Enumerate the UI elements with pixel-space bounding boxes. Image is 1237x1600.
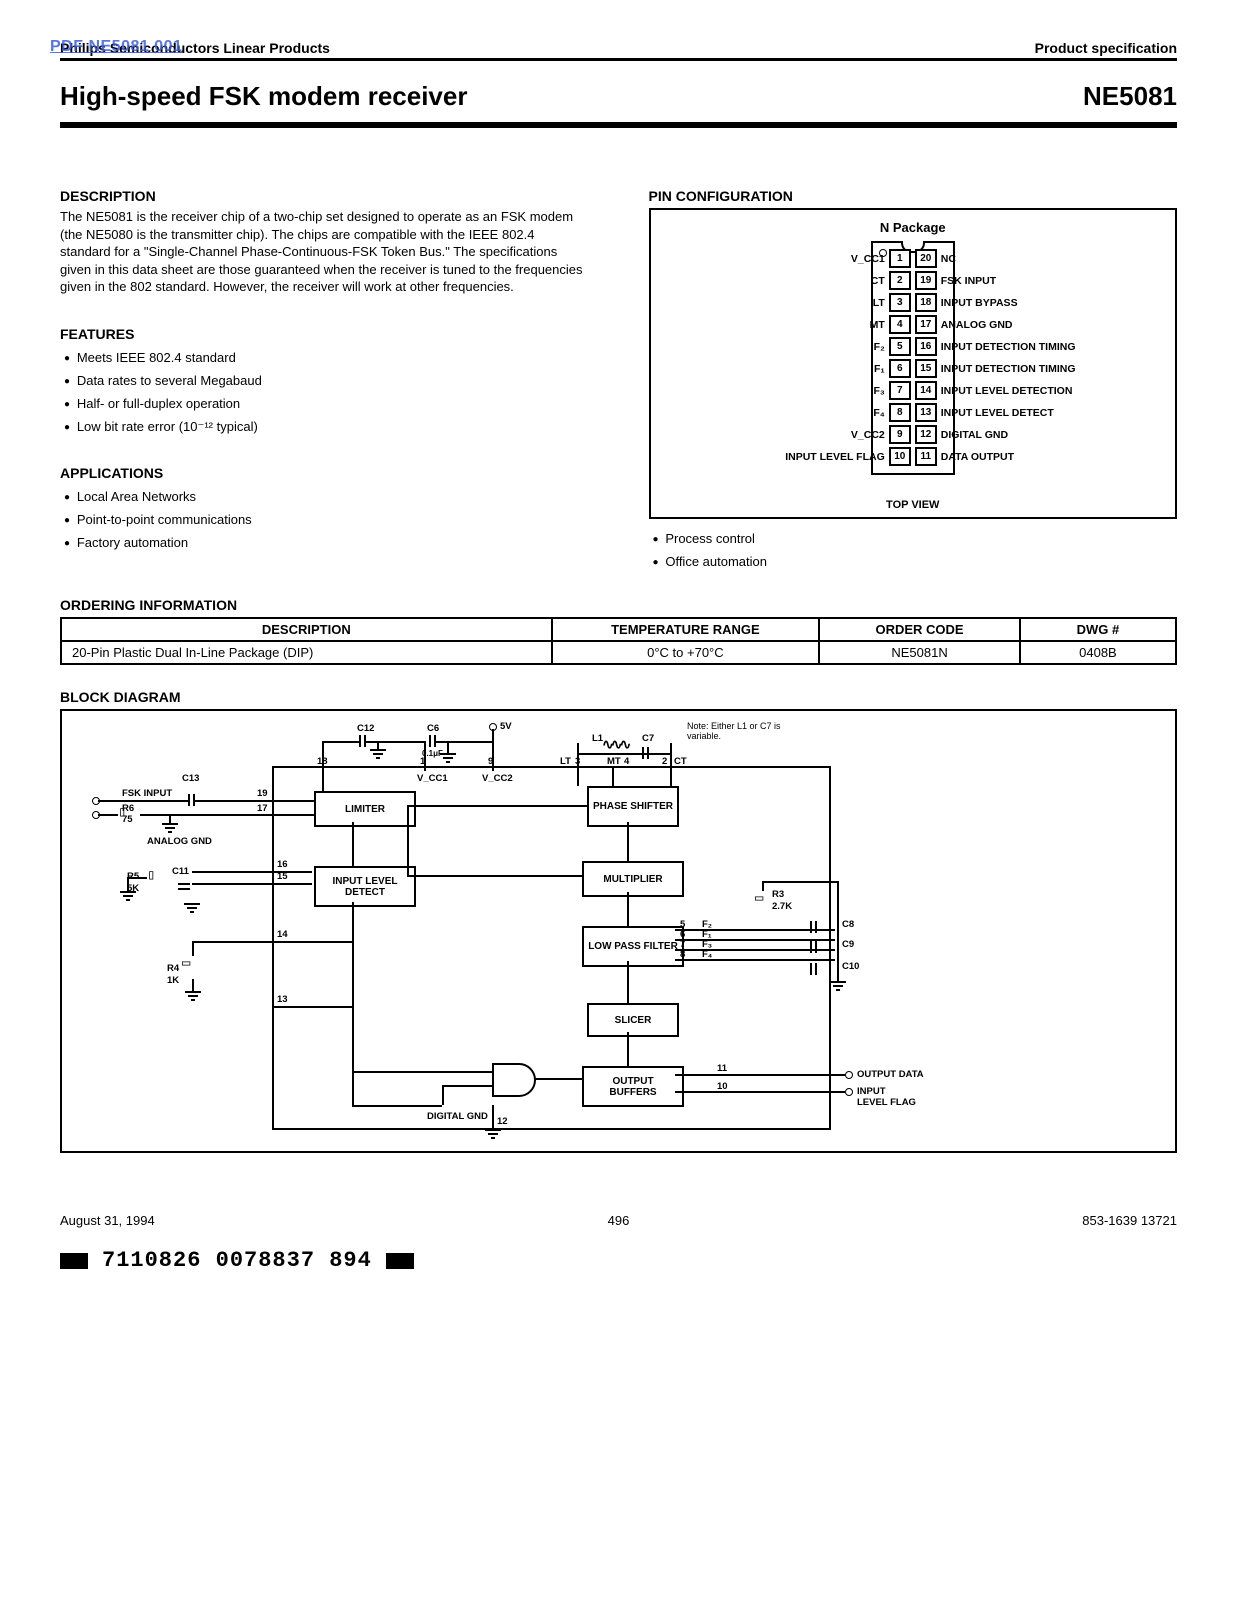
thick-rule [60, 122, 1177, 128]
applications-list-right: Process control Office automation [649, 531, 1178, 569]
barcode-block-icon [60, 1253, 88, 1269]
description-heading: DESCRIPTION [60, 188, 589, 204]
part-number: NE5081 [1083, 81, 1177, 112]
order-th: DESCRIPTION [61, 618, 552, 641]
description-text: The NE5081 is the receiver chip of a two… [60, 208, 589, 296]
order-td: 0408B [1020, 641, 1176, 664]
applications-heading: APPLICATIONS [60, 465, 589, 481]
feature-item: Meets IEEE 802.4 standard [64, 350, 589, 365]
applications-list-left: Local Area Networks Point-to-point commu… [60, 489, 589, 550]
barcode-block-icon [386, 1253, 414, 1269]
order-th: ORDER CODE [819, 618, 1020, 641]
pin-diagram: V_CC11 CT2 LT3 MT4 F₂5 F₁6 F₃7 F₄8 V_CC2… [671, 241, 1156, 491]
pin-config-box: N Package V_CC11 CT2 LT3 MT4 F₂5 F₁6 F₃7… [649, 208, 1178, 519]
block-diagram-heading: BLOCK DIAGRAM [60, 689, 1177, 705]
block-diagram: C12 C6 0.1μF 5V L1 ∿∿∿ C7 Note: Either L… [60, 709, 1177, 1153]
order-td: 20-Pin Plastic Dual In-Line Package (DIP… [61, 641, 552, 664]
output-buffers-block: OUTPUT BUFFERS [582, 1066, 684, 1107]
pdf-filename-overlay: PDF NE5081 001 [50, 38, 182, 56]
chip-outline: V_CC11 CT2 LT3 MT4 F₂5 F₁6 F₃7 F₄8 V_CC2… [871, 241, 955, 475]
order-td: 0°C to +70°C [552, 641, 820, 664]
spec-label: Product specification [1035, 40, 1177, 56]
pin-config-heading: PIN CONFIGURATION [649, 188, 1178, 204]
application-item: Office automation [653, 554, 1178, 569]
header-bar: Philips Semiconductors Linear Products P… [60, 40, 1177, 61]
package-label: N Package [671, 220, 1156, 235]
slicer-block: SLICER [587, 1003, 679, 1037]
doc-title: High-speed FSK modem receiver [60, 81, 467, 112]
order-th: TEMPERATURE RANGE [552, 618, 820, 641]
ordering-heading: ORDERING INFORMATION [60, 597, 1177, 613]
title-row: High-speed FSK modem receiver NE5081 [60, 67, 1177, 122]
and-gate [492, 1063, 536, 1097]
features-heading: FEATURES [60, 326, 589, 342]
feature-item: Half- or full-duplex operation [64, 396, 589, 411]
multiplier-block: MULTIPLIER [582, 861, 684, 897]
ordering-table: DESCRIPTION TEMPERATURE RANGE ORDER CODE… [60, 617, 1177, 665]
phase-shifter-block: PHASE SHIFTER [587, 786, 679, 827]
header-left: Philips Semiconductors Linear Products P… [60, 40, 330, 56]
two-column-layout: DESCRIPTION The NE5081 is the receiver c… [60, 168, 1177, 577]
footer: August 31, 1994 496 853-1639 13721 [60, 1213, 1177, 1228]
low-pass-filter-block: LOW PASS FILTER [582, 926, 684, 967]
top-view-label: TOP VIEW [671, 499, 1156, 511]
right-column: PIN CONFIGURATION N Package V_CC11 CT2 L… [649, 168, 1178, 577]
left-column: DESCRIPTION The NE5081 is the receiver c… [60, 168, 589, 577]
application-item: Process control [653, 531, 1178, 546]
footer-date: August 31, 1994 [60, 1213, 155, 1228]
application-item: Point-to-point communications [64, 512, 589, 527]
limiter-block: LIMITER [314, 791, 416, 827]
application-item: Factory automation [64, 535, 589, 550]
features-list: Meets IEEE 802.4 standard Data rates to … [60, 350, 589, 435]
feature-item: Low bit rate error (10⁻¹² typical) [64, 419, 589, 435]
barcode-row: 7110826 0078837 894 [60, 1248, 1177, 1273]
order-td: NE5081N [819, 641, 1020, 664]
input-level-detect-block: INPUT LEVEL DETECT [314, 866, 416, 907]
application-item: Local Area Networks [64, 489, 589, 504]
order-th: DWG # [1020, 618, 1176, 641]
footer-doc: 853-1639 13721 [1082, 1213, 1177, 1228]
barcode-text: 7110826 0078837 894 [102, 1248, 372, 1273]
feature-item: Data rates to several Megabaud [64, 373, 589, 388]
footer-page: 496 [608, 1213, 630, 1228]
